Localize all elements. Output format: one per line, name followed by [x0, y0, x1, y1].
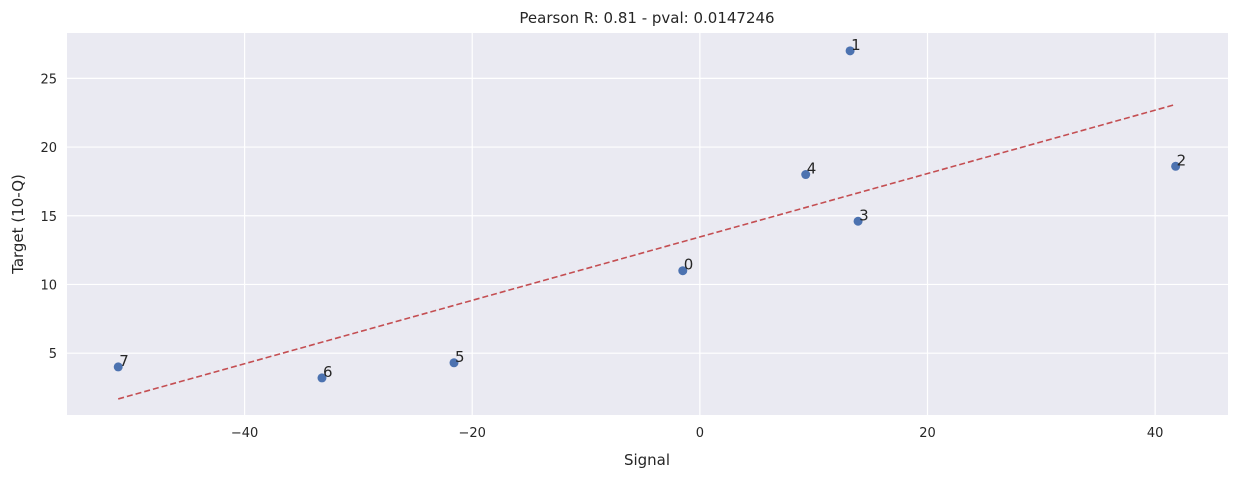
y-tick-label: 25	[40, 72, 57, 87]
point-label: 3	[859, 206, 869, 224]
y-tick-label: 20	[40, 141, 57, 156]
y-axis-label: Target (10-Q)	[9, 174, 27, 275]
point-label: 0	[684, 256, 694, 274]
data-point	[1171, 161, 1181, 171]
fit-line-group	[118, 103, 1176, 400]
point-label: 2	[1177, 151, 1187, 169]
data-point	[317, 373, 327, 383]
plot-area	[67, 33, 1228, 415]
data-point	[853, 216, 863, 226]
chart-title: Pearson R: 0.81 - pval: 0.0147246	[519, 9, 774, 27]
data-point	[801, 170, 811, 180]
points: 0 1 2 3 4 5 6 7	[113, 36, 1187, 383]
data-point	[113, 362, 123, 372]
point-label: 5	[455, 348, 465, 366]
grid	[67, 33, 1228, 415]
data-point	[845, 46, 855, 56]
data-point	[449, 358, 459, 368]
point-label: 4	[807, 160, 817, 178]
x-tick-label: −40	[231, 426, 258, 441]
x-tick-label: 0	[696, 426, 704, 441]
y-tick-label: 15	[40, 210, 57, 225]
point-label: 6	[323, 363, 333, 381]
y-tick-label: 10	[40, 278, 57, 293]
y-tick-label: 5	[49, 347, 57, 362]
x-axis-label: Signal	[624, 451, 670, 469]
point-label: 1	[851, 36, 861, 54]
x-tick-label: −20	[458, 426, 485, 441]
fit-line	[118, 103, 1176, 400]
data-point	[678, 266, 688, 276]
x-tick-label: 20	[919, 426, 936, 441]
point-label: 7	[119, 352, 129, 370]
x-tick-label: 40	[1147, 426, 1164, 441]
